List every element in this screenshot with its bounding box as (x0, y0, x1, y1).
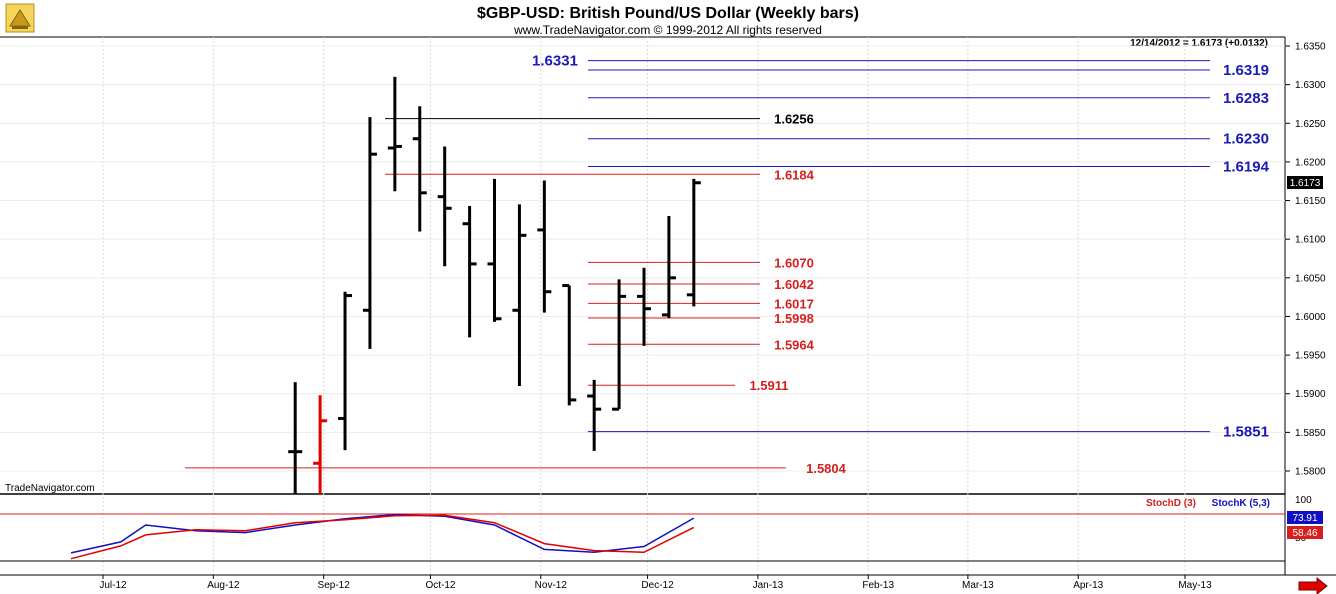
horizontal-gridlines (0, 45, 1285, 472)
ohlc-bar (338, 291, 353, 451)
x-tick-label: Jan-13 (753, 580, 784, 591)
stochastic-lines (70, 513, 695, 560)
ohlc-bar (437, 146, 452, 267)
stochastic-panel: StochD (3) StochK (5,3) 100 50 73.91 58.… (0, 495, 1336, 576)
ohlc-bar (462, 205, 477, 338)
x-tick-label: Jul-12 (99, 580, 127, 591)
ohlc-bars (288, 76, 701, 495)
x-tick-label: May-13 (1178, 580, 1212, 591)
x-tick-label: Nov-12 (535, 580, 568, 591)
ohlc-bar (313, 395, 328, 495)
level-label: 1.6230 (1223, 131, 1269, 148)
y-tick-label: 1.6200 (1295, 157, 1326, 168)
level-label: 1.5911 (749, 378, 788, 393)
legend-stochk: StochK (5,3) (1212, 498, 1270, 509)
stoch-tick-100: 100 (1295, 495, 1312, 506)
level-label: 1.6184 (774, 167, 815, 182)
y-tick-label: 1.6000 (1295, 312, 1326, 323)
y-tick-label: 1.6100 (1295, 235, 1326, 246)
last-price-label: 1.6173 (1290, 178, 1321, 189)
chart-subtitle: www.TradeNavigator.com © 1999-2012 All r… (513, 23, 822, 37)
level-label: 1.6331 (532, 53, 578, 70)
stochk-latest: 73.91 (1292, 513, 1317, 524)
level-label: 1.6070 (774, 255, 814, 270)
y-tick-label: 1.5800 (1295, 467, 1326, 478)
ohlc-bar (412, 106, 427, 232)
time-axis: Jul-12 Aug-12 Sep-12 Oct-12 Nov-12 Dec-12 Jan-… (99, 575, 1212, 591)
level-label: 1.5804 (806, 461, 847, 476)
level-label: 1.6256 (774, 112, 814, 127)
x-tick-label: Apr-13 (1073, 580, 1103, 591)
level-label: 1.6042 (774, 277, 814, 292)
level-label: 1.6194 (1223, 159, 1270, 176)
y-tick-label: 1.6050 (1295, 273, 1326, 284)
ohlc-bar (288, 382, 303, 495)
level-label: 1.5851 (1223, 424, 1269, 441)
ohlc-bar (637, 267, 651, 346)
price-panel: 1.6350 1.6300 1.6250 1.6200 1.6150 1.6100 1.60… (0, 36, 1326, 575)
ohlc-bar (562, 284, 577, 406)
x-tick-label: Feb-13 (862, 580, 894, 591)
watermark: TradeNavigator.com (5, 483, 95, 494)
x-tick-label: Mar-13 (962, 580, 994, 591)
price-axis: 1.6350 1.6300 1.6250 1.6200 1.6150 1.6100 1.60… (1285, 42, 1326, 478)
vertical-gridlines (102, 37, 1186, 575)
level-label: 1.6319 (1223, 62, 1269, 79)
level-label: 1.5964 (774, 337, 815, 352)
ohlc-bar (362, 117, 377, 349)
stochk-line (70, 513, 695, 554)
chart-title: $GBP-USD: British Pound/US Dollar (Weekl… (477, 5, 859, 22)
ohlc-bar (587, 379, 602, 451)
last-price-tag: 1.6173 (1287, 176, 1323, 189)
y-tick-label: 1.6300 (1295, 80, 1326, 91)
y-tick-label: 1.6350 (1295, 42, 1326, 53)
y-tick-label: 1.6250 (1295, 119, 1326, 130)
logo-icon (5, 3, 35, 33)
x-tick-label: Sep-12 (318, 580, 351, 591)
scroll-right-arrow-icon[interactable] (1298, 576, 1328, 594)
ohlc-bar (612, 279, 627, 411)
stochd-latest: 58.46 (1292, 528, 1317, 539)
x-tick-label: Oct-12 (425, 580, 455, 591)
level-label: 1.5998 (774, 311, 814, 326)
y-tick-label: 1.5900 (1295, 389, 1326, 400)
ohlc-bar (387, 76, 402, 192)
level-label: 1.6017 (774, 296, 814, 311)
price-levels: 1.6331 1.6319 1.6283 1.6256 1.6230 1.6194 1.61… (185, 53, 1270, 476)
ohlc-bar (661, 216, 676, 318)
stochd-line (70, 514, 695, 560)
last-quote: 12/14/2012 = 1.6173 (+0.0132) (1130, 38, 1268, 49)
y-tick-label: 1.5850 (1295, 428, 1326, 439)
legend-stochd: StochD (3) (1146, 498, 1196, 509)
y-tick-label: 1.6150 (1295, 196, 1326, 207)
x-tick-label: Aug-12 (207, 580, 240, 591)
level-label: 1.6283 (1223, 90, 1269, 107)
x-tick-label: Dec-12 (641, 580, 674, 591)
ohlc-bar (487, 178, 502, 322)
y-tick-label: 1.5950 (1295, 351, 1326, 362)
ohlc-bar (512, 204, 527, 386)
ohlc-bar (537, 180, 552, 313)
ohlc-bar (686, 178, 701, 307)
